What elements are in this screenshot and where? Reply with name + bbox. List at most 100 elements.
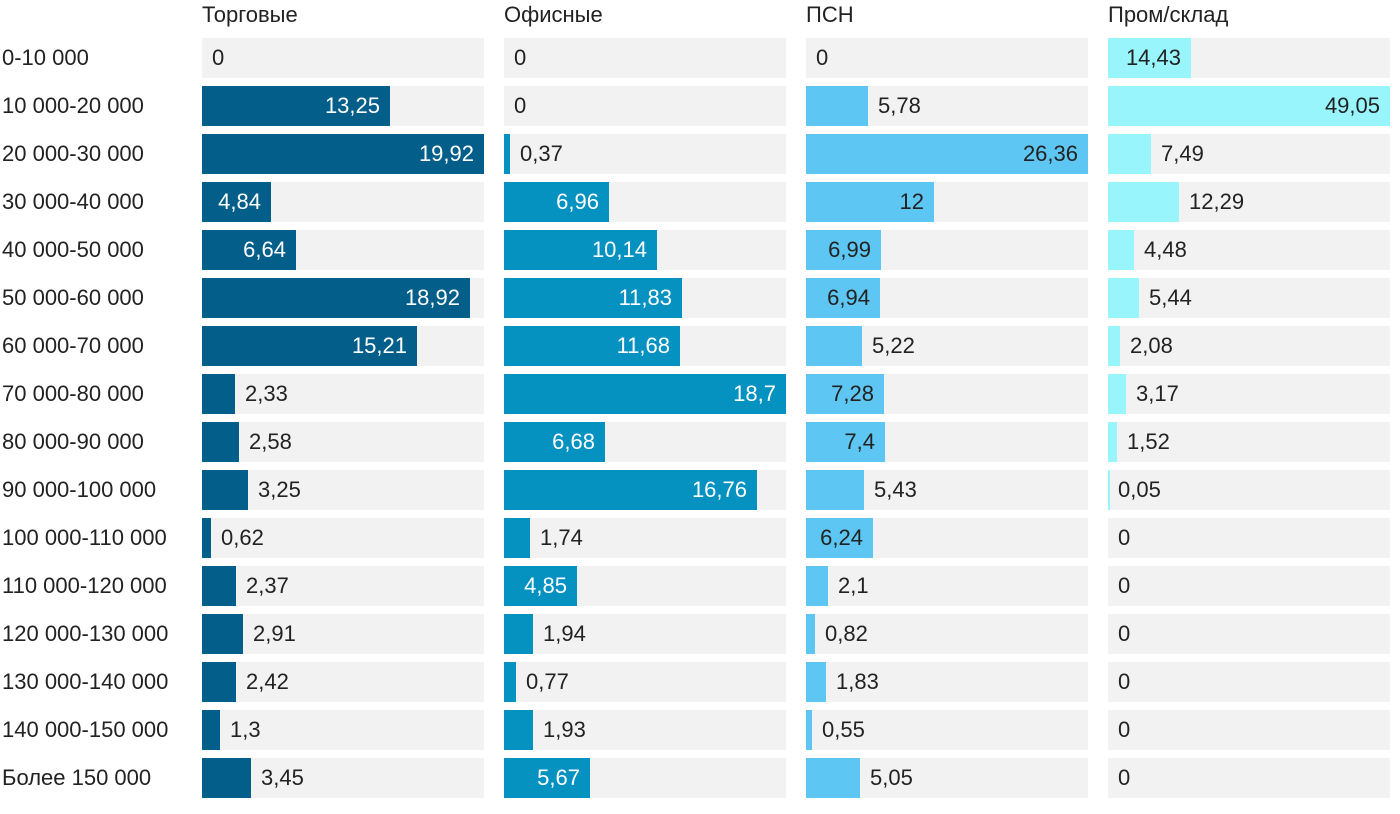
bar[interactable] xyxy=(806,134,1088,174)
bar-track: 26,36 xyxy=(806,134,1088,174)
bar[interactable] xyxy=(202,566,236,606)
bar[interactable] xyxy=(504,134,510,174)
bar[interactable] xyxy=(806,422,885,462)
bar-track: 7,28 xyxy=(806,374,1088,414)
bar[interactable] xyxy=(1108,470,1110,510)
row-label: 90 000-100 000 xyxy=(2,477,157,502)
bar-track: 5,67 xyxy=(504,758,786,798)
bar[interactable] xyxy=(1108,374,1126,414)
bar-value-label: 19,92 xyxy=(418,141,474,166)
bar[interactable] xyxy=(806,374,884,414)
bar[interactable] xyxy=(202,86,390,126)
bar[interactable] xyxy=(504,278,682,318)
bar[interactable] xyxy=(202,710,220,750)
bar[interactable] xyxy=(202,422,239,462)
bar[interactable] xyxy=(202,614,243,654)
bar[interactable] xyxy=(806,326,862,366)
bar[interactable] xyxy=(806,230,881,270)
bar-value-label: 6,99 xyxy=(828,237,871,262)
bar[interactable] xyxy=(504,566,577,606)
bar-value-label: 0,77 xyxy=(526,669,569,694)
bar[interactable] xyxy=(504,470,757,510)
bar[interactable] xyxy=(806,182,934,222)
bar[interactable] xyxy=(806,86,868,126)
bar-value-label: 6,24 xyxy=(820,525,863,550)
bar[interactable] xyxy=(1108,422,1117,462)
bar[interactable] xyxy=(202,518,211,558)
bar[interactable] xyxy=(1108,134,1151,174)
bar[interactable] xyxy=(202,374,235,414)
bar[interactable] xyxy=(1108,230,1134,270)
bar[interactable] xyxy=(1108,86,1390,126)
bar[interactable] xyxy=(202,662,236,702)
bar-value-label: 2,33 xyxy=(245,381,288,406)
column-header-1: Офисные xyxy=(504,2,603,27)
bar[interactable] xyxy=(1108,182,1179,222)
bar[interactable] xyxy=(202,470,248,510)
row-label: 80 000-90 000 xyxy=(2,429,144,454)
bar-track: 0,55 xyxy=(806,710,1088,750)
bar-track: 2,42 xyxy=(202,662,484,702)
bar[interactable] xyxy=(806,278,880,318)
bar-track: 4,48 xyxy=(1108,230,1390,270)
bar-value-label: 11,68 xyxy=(616,333,670,358)
bar-value-label: 5,78 xyxy=(878,93,921,118)
bar-track: 0 xyxy=(1108,614,1390,654)
bar[interactable] xyxy=(806,470,864,510)
bar[interactable] xyxy=(504,182,609,222)
bar[interactable] xyxy=(202,182,271,222)
bar[interactable] xyxy=(202,134,484,174)
bar-track: 3,25 xyxy=(202,470,484,510)
bar-value-label: 12 xyxy=(899,189,924,214)
bar[interactable] xyxy=(806,518,873,558)
bar[interactable] xyxy=(1108,326,1120,366)
bar[interactable] xyxy=(504,518,530,558)
bar-track: 12,29 xyxy=(1108,182,1390,222)
bar[interactable] xyxy=(806,662,826,702)
bar[interactable] xyxy=(504,326,680,366)
column-header-3: Пром/склад xyxy=(1108,2,1229,27)
bar-value-label: 2,37 xyxy=(246,573,289,598)
bar[interactable] xyxy=(806,758,860,798)
bar-track: 4,85 xyxy=(504,566,786,606)
bar[interactable] xyxy=(504,374,786,414)
row-label: 0-10 000 xyxy=(2,45,89,70)
bar-value-label: 5,43 xyxy=(874,477,917,502)
bar-track: 0 xyxy=(1108,758,1390,798)
column-header-0: Торговые xyxy=(202,2,298,27)
bar-track: 0 xyxy=(504,86,786,126)
bar-value-label: 16,76 xyxy=(691,477,747,502)
bar[interactable] xyxy=(202,326,417,366)
row-label: 70 000-80 000 xyxy=(2,381,144,406)
bar[interactable] xyxy=(504,614,533,654)
bar-value-label: 0,05 xyxy=(1118,477,1161,502)
row-label: 120 000-130 000 xyxy=(2,621,169,646)
bar-track: 14,43 xyxy=(1108,38,1390,78)
bar-value-label: 12,29 xyxy=(1189,189,1245,214)
bar[interactable] xyxy=(806,710,812,750)
bar[interactable] xyxy=(504,662,516,702)
bar[interactable] xyxy=(202,230,296,270)
bar[interactable] xyxy=(806,566,828,606)
bar-value-label: 6,64 xyxy=(243,237,286,262)
bar[interactable] xyxy=(202,278,470,318)
bar-value-label: 0 xyxy=(212,45,225,70)
bar-track: 4,84 xyxy=(202,182,484,222)
bar[interactable] xyxy=(504,230,657,270)
bar-value-label: 5,22 xyxy=(872,333,915,358)
bar[interactable] xyxy=(1108,38,1191,78)
bar-track: 1,3 xyxy=(202,710,484,750)
bar[interactable] xyxy=(202,758,251,798)
bar-value-label: 0 xyxy=(1118,573,1131,598)
bar-value-label: 49,05 xyxy=(1324,93,1380,118)
bar[interactable] xyxy=(1108,278,1139,318)
bar-value-label: 6,68 xyxy=(552,429,595,454)
row-label: 50 000-60 000 xyxy=(2,285,144,310)
bar-value-label: 5,44 xyxy=(1149,285,1192,310)
bar-value-label: 1,74 xyxy=(540,525,583,550)
bar[interactable] xyxy=(504,422,605,462)
bar-value-label: 1,83 xyxy=(836,669,879,694)
bar[interactable] xyxy=(806,614,815,654)
bar[interactable] xyxy=(504,710,533,750)
bar[interactable] xyxy=(504,758,590,798)
